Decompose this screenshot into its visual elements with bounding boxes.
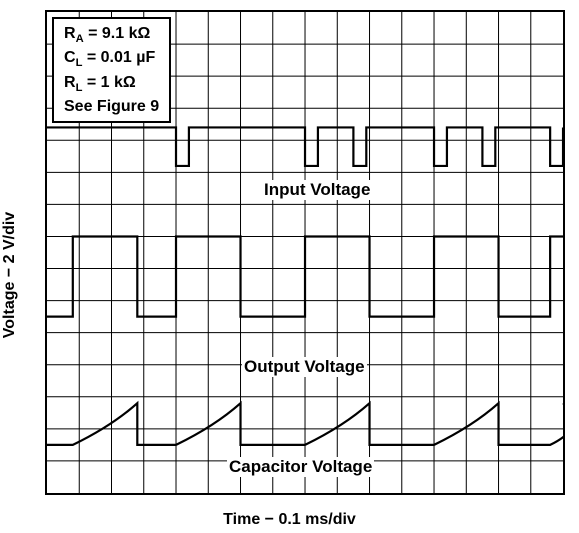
x-axis-label: Time − 0.1 ms/div bbox=[0, 511, 579, 529]
output-voltage-label: Output Voltage bbox=[242, 357, 367, 377]
scope-figure: Voltage − 2 V/div RA = 9.1 kΩCL = 0.01 µ… bbox=[0, 0, 579, 533]
param-row: See Figure 9 bbox=[64, 96, 159, 118]
capacitor-voltage-label: Capacitor Voltage bbox=[227, 457, 374, 477]
param-row: RL = 1 kΩ bbox=[64, 72, 159, 96]
param-row: CL = 0.01 µF bbox=[64, 47, 159, 71]
plot-area: RA = 9.1 kΩCL = 0.01 µFRL = 1 kΩSee Figu… bbox=[45, 10, 565, 495]
input-voltage-label: Input Voltage bbox=[262, 180, 372, 200]
param-row: RA = 9.1 kΩ bbox=[64, 23, 159, 47]
parameters-box: RA = 9.1 kΩCL = 0.01 µFRL = 1 kΩSee Figu… bbox=[52, 17, 171, 123]
y-axis-label: Voltage − 2 V/div bbox=[1, 212, 19, 338]
